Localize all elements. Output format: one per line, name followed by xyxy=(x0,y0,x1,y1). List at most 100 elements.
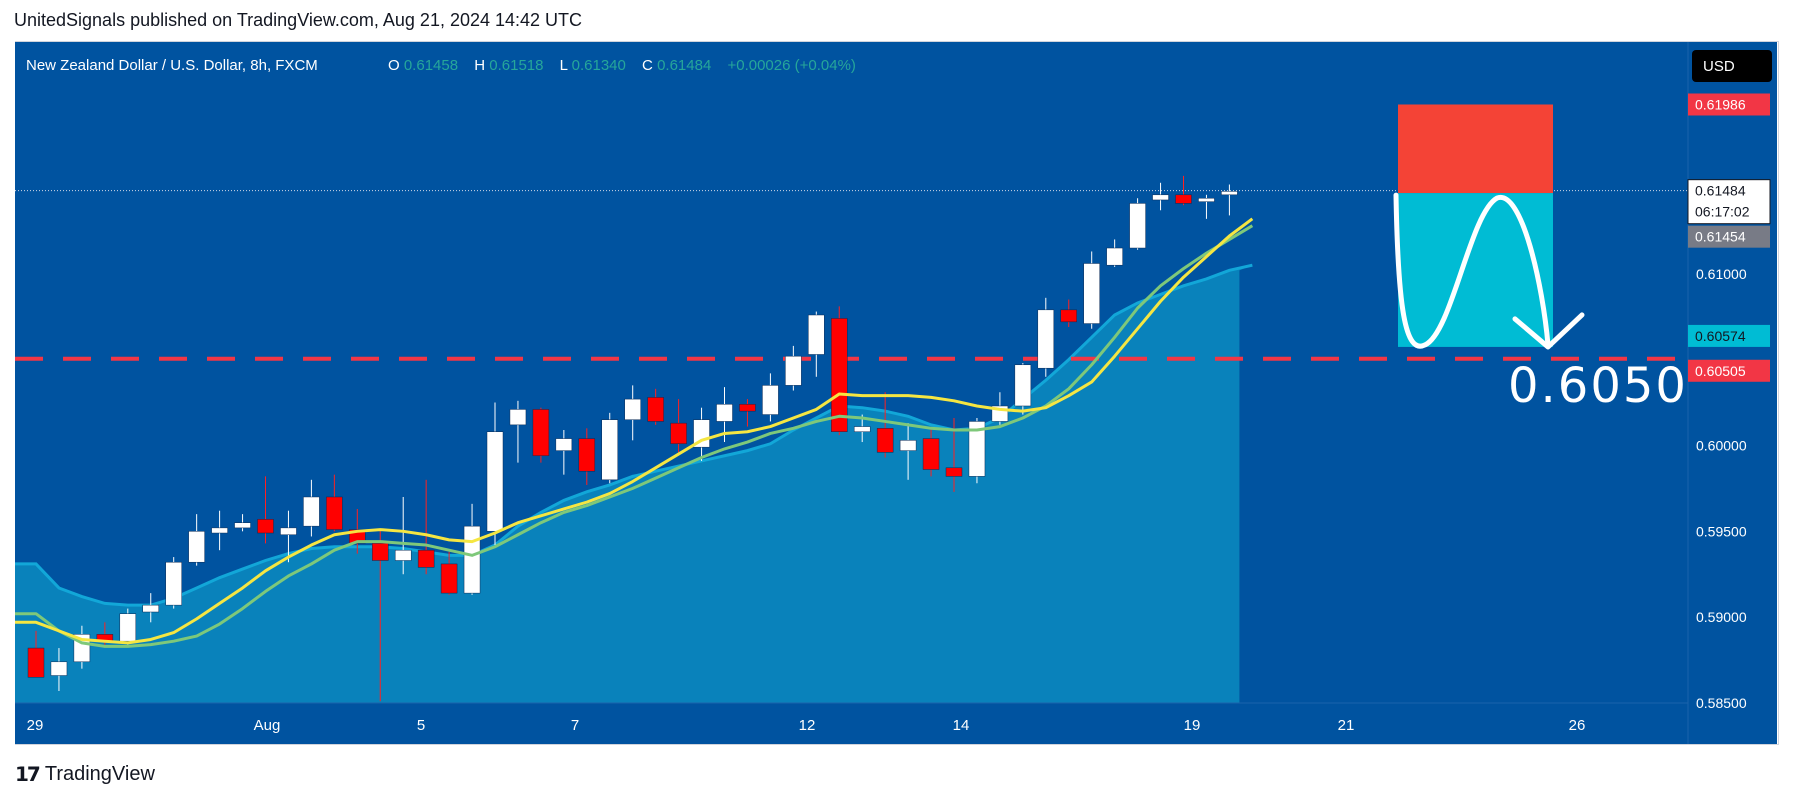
candle xyxy=(899,423,917,480)
current-price-label: 0.61484 xyxy=(1695,183,1746,199)
take-profit-zone xyxy=(1398,193,1553,347)
candle-body xyxy=(647,397,664,422)
candle xyxy=(372,531,389,702)
currency-button[interactable]: USD xyxy=(1692,50,1772,82)
candle-body xyxy=(188,531,205,563)
current-price-tag xyxy=(1687,179,1771,225)
candle-body xyxy=(899,440,917,451)
level-price-label-bg xyxy=(1688,359,1770,382)
y-tick-label: 0.60000 xyxy=(1696,437,1747,453)
candle xyxy=(601,412,618,484)
candle-body xyxy=(1198,197,1215,202)
candle xyxy=(1198,194,1215,219)
drawn-path-arrow xyxy=(1393,192,1551,349)
publish-header: UnitedSignals published on TradingView.c… xyxy=(14,10,583,30)
candle-body xyxy=(1152,194,1169,201)
candle xyxy=(555,430,573,475)
high-label: H xyxy=(474,57,485,74)
candle-body xyxy=(1106,247,1123,266)
candle-body xyxy=(50,661,68,676)
candle-body xyxy=(853,426,871,432)
close-value: 0.61484 xyxy=(657,57,711,74)
candle xyxy=(486,402,504,546)
candle-body xyxy=(509,409,527,426)
candle-body xyxy=(417,549,435,568)
open-label: O xyxy=(388,57,400,74)
candle-body xyxy=(968,421,986,477)
y-tick-label: 0.59000 xyxy=(1696,609,1747,625)
area-layer xyxy=(15,263,1253,703)
candle xyxy=(831,306,848,436)
candle-body xyxy=(27,647,45,678)
candle-body xyxy=(257,519,274,534)
x-tick-label: 26 xyxy=(1569,717,1586,734)
candle-body xyxy=(165,561,182,606)
candle-body xyxy=(303,496,320,527)
x-tick-label: 5 xyxy=(417,717,425,734)
tradingview-brand: TradingView xyxy=(44,763,155,785)
label-layer: 0.61986 0.61484 06:17:02 0.61454 0.60574 0.60… xyxy=(1687,93,1771,382)
candle xyxy=(211,510,228,551)
price-axis[interactable] xyxy=(1688,42,1777,744)
candle xyxy=(1221,184,1238,216)
area-fill xyxy=(15,265,1253,703)
candle-body xyxy=(831,318,848,432)
stop-price-label-bg xyxy=(1688,93,1770,116)
area-edge-line xyxy=(15,263,1253,607)
x-tick-label: 7 xyxy=(571,717,579,734)
ema-fast-line xyxy=(15,217,1254,645)
ema-slow-line xyxy=(15,224,1254,648)
candle-body xyxy=(808,314,825,355)
candle-body xyxy=(670,422,687,445)
x-tick-label: 29 xyxy=(27,717,44,734)
candle-body xyxy=(394,549,412,561)
candle-body xyxy=(922,438,940,470)
candle xyxy=(463,503,481,595)
low-value: 0.61340 xyxy=(572,57,626,74)
x-tick-label: 14 xyxy=(953,717,970,734)
ema-price-label-bg xyxy=(1688,225,1770,248)
candle xyxy=(968,417,986,484)
candle xyxy=(785,345,802,391)
candle-body xyxy=(785,355,802,386)
candle xyxy=(394,496,412,575)
candle xyxy=(50,648,68,691)
candle xyxy=(27,630,45,678)
candle xyxy=(532,407,550,463)
candle xyxy=(1152,182,1169,211)
candle xyxy=(142,593,159,623)
low-label: L xyxy=(560,57,568,74)
tradingview-footer[interactable]: 𝟭𝟳 TradingView xyxy=(15,762,155,787)
svg-text:USD[interactable]: USD xyxy=(1703,58,1735,75)
arrow-head-icon xyxy=(1512,312,1585,350)
candle-body xyxy=(601,419,618,481)
candle-body xyxy=(280,527,297,535)
candle-body xyxy=(762,385,779,415)
candle-body xyxy=(1014,364,1032,407)
candle-body xyxy=(1129,203,1146,249)
candle xyxy=(808,311,825,377)
level-price-label: 0.60505 xyxy=(1695,363,1746,379)
candle xyxy=(1129,198,1146,250)
x-tick-label: 19 xyxy=(1184,717,1201,734)
candle-body xyxy=(532,409,550,457)
trade-layer xyxy=(1393,104,1585,350)
candle xyxy=(670,399,687,453)
candle-body xyxy=(624,398,641,420)
candle-body xyxy=(234,522,251,529)
candle xyxy=(647,388,664,425)
bar-countdown-label: 06:17:02 xyxy=(1695,204,1750,220)
candle xyxy=(280,510,297,563)
candle xyxy=(119,608,137,645)
stop-price-label: 0.61986 xyxy=(1695,96,1746,112)
target-price-label: 0.60574 xyxy=(1695,328,1746,344)
candle-body xyxy=(440,563,458,594)
candle xyxy=(739,399,756,427)
candle xyxy=(1037,297,1055,377)
candle-body xyxy=(876,428,894,453)
candle-body xyxy=(1083,263,1100,324)
x-tick-label: 12 xyxy=(799,717,816,734)
close-label: C xyxy=(642,57,653,74)
candle xyxy=(1083,251,1100,329)
